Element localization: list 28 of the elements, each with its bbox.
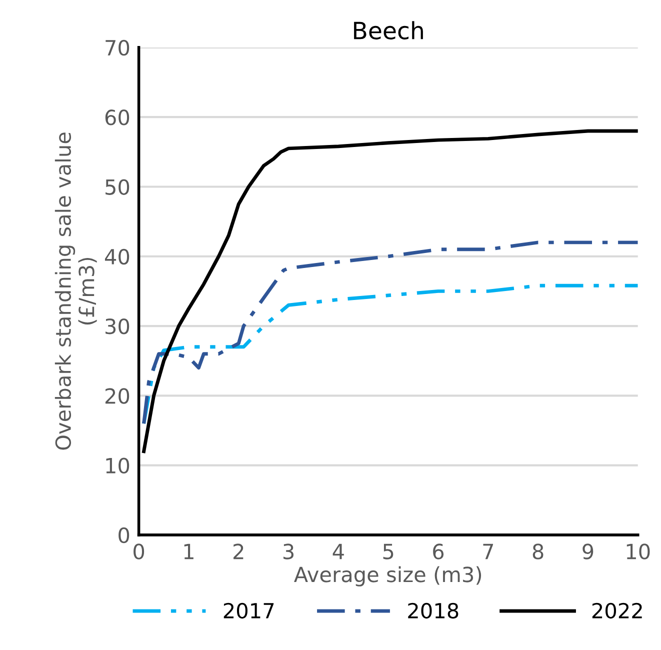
line-series [142, 284, 638, 426]
y-tick-label: 40 [104, 248, 130, 265]
y-tick-label: 0 [118, 527, 130, 544]
x-axis-title: Average size (m3) [294, 566, 482, 586]
x-tick-label: 7 [483, 544, 493, 560]
x-tick-label: 9 [582, 544, 594, 560]
legend-label: 2022 [592, 602, 642, 619]
x-tick-label: 0 [134, 544, 144, 560]
y-tick-label: 70 [106, 40, 130, 56]
line-series [142, 240, 638, 426]
x-tick-label: 6 [433, 544, 444, 560]
y-tick-label: 10 [106, 458, 130, 474]
x-tick-label: 3 [283, 544, 294, 560]
x-tick-label: 8 [532, 544, 544, 560]
x-tick-label: 10 [626, 544, 650, 560]
y-tick-label: 20 [105, 388, 130, 404]
y-tick-label: 50 [106, 179, 130, 195]
y-axis-title: Overbark standning sale value (£/m3) [54, 132, 97, 450]
y-tick-label: 60 [105, 110, 130, 126]
y-tick-label: 30 [106, 318, 130, 334]
chart-title: Beech [354, 21, 423, 40]
legend-label: 2018 [408, 602, 458, 619]
line-series [142, 129, 638, 454]
x-tick-label: 1 [184, 544, 194, 560]
x-tick-label: 4 [332, 544, 344, 560]
legend-label: 2017 [224, 602, 274, 619]
x-tick-label: 5 [383, 544, 394, 560]
x-tick-label: 2 [234, 544, 244, 560]
